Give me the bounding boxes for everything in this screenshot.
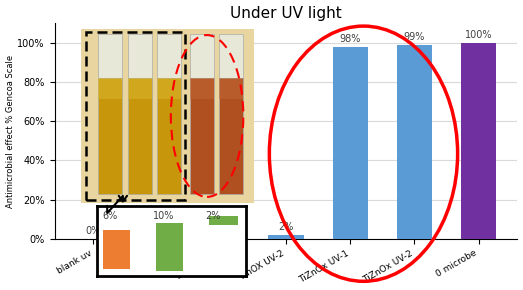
Title: Under UV light: Under UV light <box>230 6 342 21</box>
Text: 6%: 6% <box>150 214 165 224</box>
Bar <box>219 78 243 194</box>
Bar <box>190 34 214 78</box>
Bar <box>140 227 175 239</box>
Text: 0%: 0% <box>86 226 101 236</box>
Bar <box>103 230 130 269</box>
Bar <box>333 47 368 239</box>
Text: 2%: 2% <box>278 222 294 232</box>
Text: 6%: 6% <box>103 211 118 222</box>
Bar <box>86 32 185 200</box>
Bar <box>157 34 181 78</box>
Bar <box>128 78 152 99</box>
Text: 98%: 98% <box>339 34 361 44</box>
Bar <box>461 43 496 239</box>
Text: 2%: 2% <box>206 211 221 222</box>
Bar <box>219 34 243 78</box>
Bar <box>204 219 240 239</box>
Text: 100%: 100% <box>465 30 493 40</box>
Bar <box>98 78 122 99</box>
Y-axis label: Antimicrobial effect % Gencoa Scale: Antimicrobial effect % Gencoa Scale <box>6 55 15 208</box>
Bar <box>98 34 122 78</box>
Bar <box>156 223 183 271</box>
Bar <box>190 78 214 194</box>
Bar <box>128 78 152 194</box>
Text: 99%: 99% <box>404 32 425 42</box>
Bar <box>190 78 214 99</box>
Bar <box>209 216 238 225</box>
Bar <box>157 78 181 194</box>
Bar <box>98 78 122 194</box>
Bar <box>219 78 243 99</box>
Text: 10%: 10% <box>211 206 232 216</box>
Bar <box>268 235 304 239</box>
Text: 10%: 10% <box>153 211 175 222</box>
Bar <box>397 45 432 239</box>
Bar <box>157 78 181 99</box>
Bar <box>128 34 152 78</box>
